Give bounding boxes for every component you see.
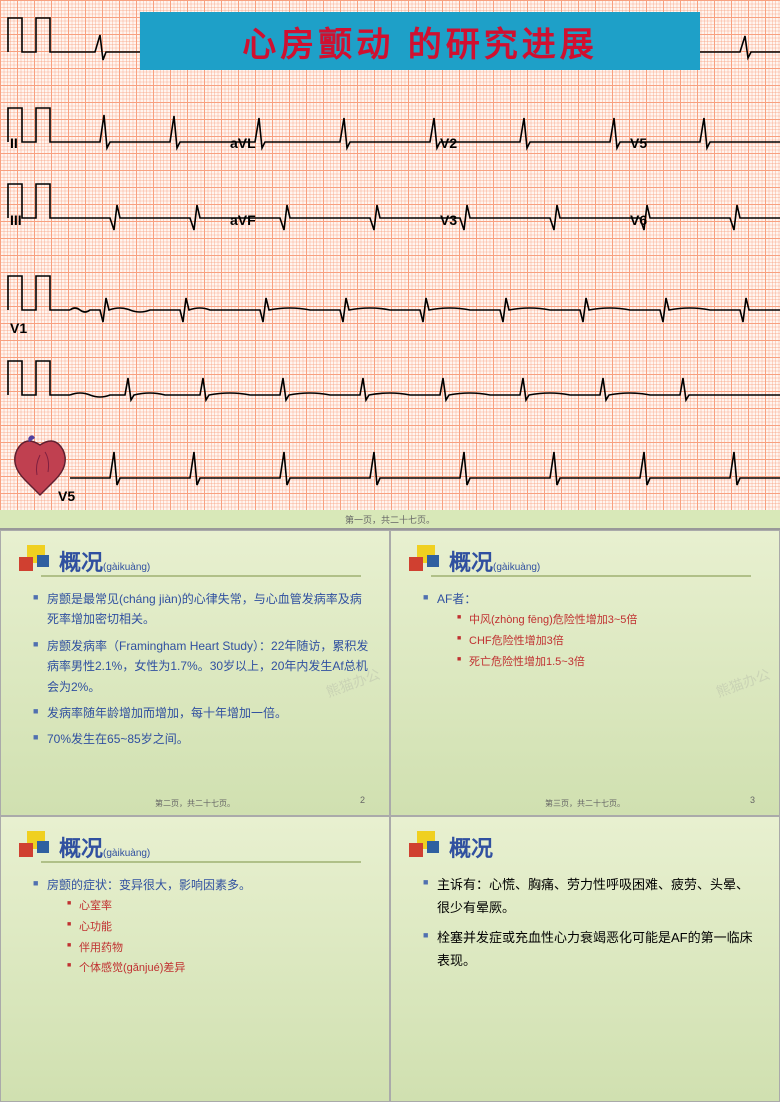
header-squares-icon: [19, 545, 51, 577]
ecg-traces: [0, 0, 780, 510]
sub-item: 中风(zhòng fēng)危险性增加3~5倍: [457, 611, 761, 630]
sub-item: 个体感觉(gǎnjué)差异: [67, 959, 371, 978]
slide-5: 概况 主诉有：心慌、胸痛、劳力性呼吸困难、疲劳、头晕、很少有晕厥。 栓塞并发症或…: [390, 816, 780, 1102]
slide-4-header: 概况(gàikuàng): [19, 831, 371, 863]
slide-3: 概况(gàikuàng) AF者： 中风(zhòng fēng)危险性增加3~5…: [390, 530, 780, 816]
slide-4: 概况(gàikuàng) 房颤的症状：变异很大，影响因素多。 心室率 心功能 伴…: [0, 816, 390, 1102]
list-item: 房颤是最常见(cháng jiàn)的心律失常，与心血管发病率及病死率增加密切相…: [33, 589, 371, 630]
slide-4-sublist: 心室率 心功能 伴用药物 个体感觉(gǎnjué)差异: [47, 897, 371, 978]
list-item: 房颤发病率（Framingham Heart Study）：22年随访，累积发病…: [33, 636, 371, 697]
slide-2-title-text: 概况: [59, 550, 103, 575]
lead-label-v1: V1: [10, 320, 27, 336]
col-label-v3: V3: [440, 212, 457, 228]
slide-2-header: 概况(gàikuàng): [19, 545, 371, 577]
col-label-v5: V5: [630, 135, 647, 151]
list-item: 发病率随年龄增加而增加，每十年增加一倍。: [33, 703, 371, 723]
sub-item: CHF危险性增加3倍: [457, 632, 761, 651]
slide-4-title-text: 概况: [59, 836, 103, 861]
slide-2-pinyin: (gàikuàng): [103, 562, 150, 573]
lead-label-iii: III: [10, 212, 22, 228]
heart-icon: [5, 430, 75, 500]
slide-3-title-text: 概况: [449, 550, 493, 575]
sub-item: 伴用药物: [67, 939, 371, 958]
slides-row-1: 概况(gàikuàng) 房颤是最常见(cháng jiàn)的心律失常，与心血…: [0, 530, 780, 816]
slide-5-title-text: 概况: [449, 836, 493, 861]
slide-3-header: 概况(gàikuàng): [409, 545, 761, 577]
slide-3-bullets: AF者： 中风(zhòng fēng)危险性增加3~5倍 CHF危险性增加3倍 …: [409, 589, 761, 671]
slide-4-lead: 房颤的症状：变异很大，影响因素多。: [47, 878, 251, 892]
header-squares-icon: [409, 545, 441, 577]
slide-2-num: 2: [360, 795, 365, 805]
slide-3-num: 3: [750, 795, 755, 805]
sub-item: 心功能: [67, 918, 371, 937]
slides-row-2: 概况(gàikuàng) 房颤的症状：变异很大，影响因素多。 心室率 心功能 伴…: [0, 816, 780, 1102]
slide-2: 概况(gàikuàng) 房颤是最常见(cháng jiàn)的心律失常，与心血…: [0, 530, 390, 816]
list-item: 70%发生在65~85岁之间。: [33, 729, 371, 749]
title-underline: [41, 861, 361, 863]
slide-4-title: 概况(gàikuàng): [59, 831, 150, 863]
title-underline: [431, 575, 751, 577]
ecg-slide: 心房颤动 的研究进展: [0, 0, 780, 530]
sub-item: 心室率: [67, 897, 371, 916]
slide-3-lead: AF者：: [437, 592, 476, 606]
slide-3-pinyin: (gàikuàng): [493, 562, 540, 573]
list-item: 主诉有：心慌、胸痛、劳力性呼吸困难、疲劳、头晕、很少有晕厥。: [423, 873, 761, 920]
slide-5-header: 概况: [409, 831, 761, 863]
slide-4-pinyin: (gàikuàng): [103, 848, 150, 859]
page-1-footer: 第一页，共二十七页。: [0, 513, 780, 526]
slide-5-bullets: 主诉有：心慌、胸痛、劳力性呼吸困难、疲劳、头晕、很少有晕厥。 栓塞并发症或充血性…: [409, 873, 761, 973]
lead-label-ii: II: [10, 135, 18, 151]
header-squares-icon: [409, 831, 441, 863]
slide-2-footer: 第二页，共二十七页。: [1, 798, 389, 809]
col-label-v6: V6: [630, 212, 647, 228]
slide-3-footer: 第三页，共二十七页。: [391, 798, 779, 809]
col-label-avf: aVF: [230, 212, 256, 228]
slide-3-title: 概况(gàikuàng): [449, 545, 540, 577]
ecg-container: 心房颤动 的研究进展: [0, 0, 780, 510]
sub-item: 死亡危险性增加1.5~3倍: [457, 653, 761, 672]
slide-2-title: 概况(gàikuàng): [59, 545, 150, 577]
title-underline: [41, 575, 361, 577]
slide-3-sublist: 中风(zhòng fēng)危险性增加3~5倍 CHF危险性增加3倍 死亡危险性…: [437, 611, 761, 671]
col-label-v2: V2: [440, 135, 457, 151]
list-item: 栓塞并发症或充血性心力衰竭恶化可能是AF的第一临床表现。: [423, 926, 761, 973]
list-item: AF者： 中风(zhòng fēng)危险性增加3~5倍 CHF危险性增加3倍 …: [423, 589, 761, 671]
main-title: 心房颤动 的研究进展: [242, 17, 597, 66]
slide-5-title: 概况: [449, 831, 493, 863]
header-squares-icon: [19, 831, 51, 863]
col-label-avl: aVL: [230, 135, 256, 151]
slide-4-bullets: 房颤的症状：变异很大，影响因素多。 心室率 心功能 伴用药物 个体感觉(gǎnj…: [19, 875, 371, 978]
title-banner: 心房颤动 的研究进展: [140, 12, 700, 70]
slide-2-bullets: 房颤是最常见(cháng jiàn)的心律失常，与心血管发病率及病死率增加密切相…: [19, 589, 371, 750]
list-item: 房颤的症状：变异很大，影响因素多。 心室率 心功能 伴用药物 个体感觉(gǎnj…: [33, 875, 371, 978]
